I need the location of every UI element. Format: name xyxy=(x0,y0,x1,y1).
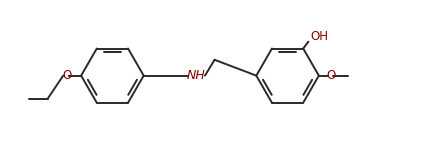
Text: O: O xyxy=(326,69,335,82)
Text: OH: OH xyxy=(311,30,329,43)
Text: NH: NH xyxy=(187,69,205,82)
Text: O: O xyxy=(62,69,71,82)
